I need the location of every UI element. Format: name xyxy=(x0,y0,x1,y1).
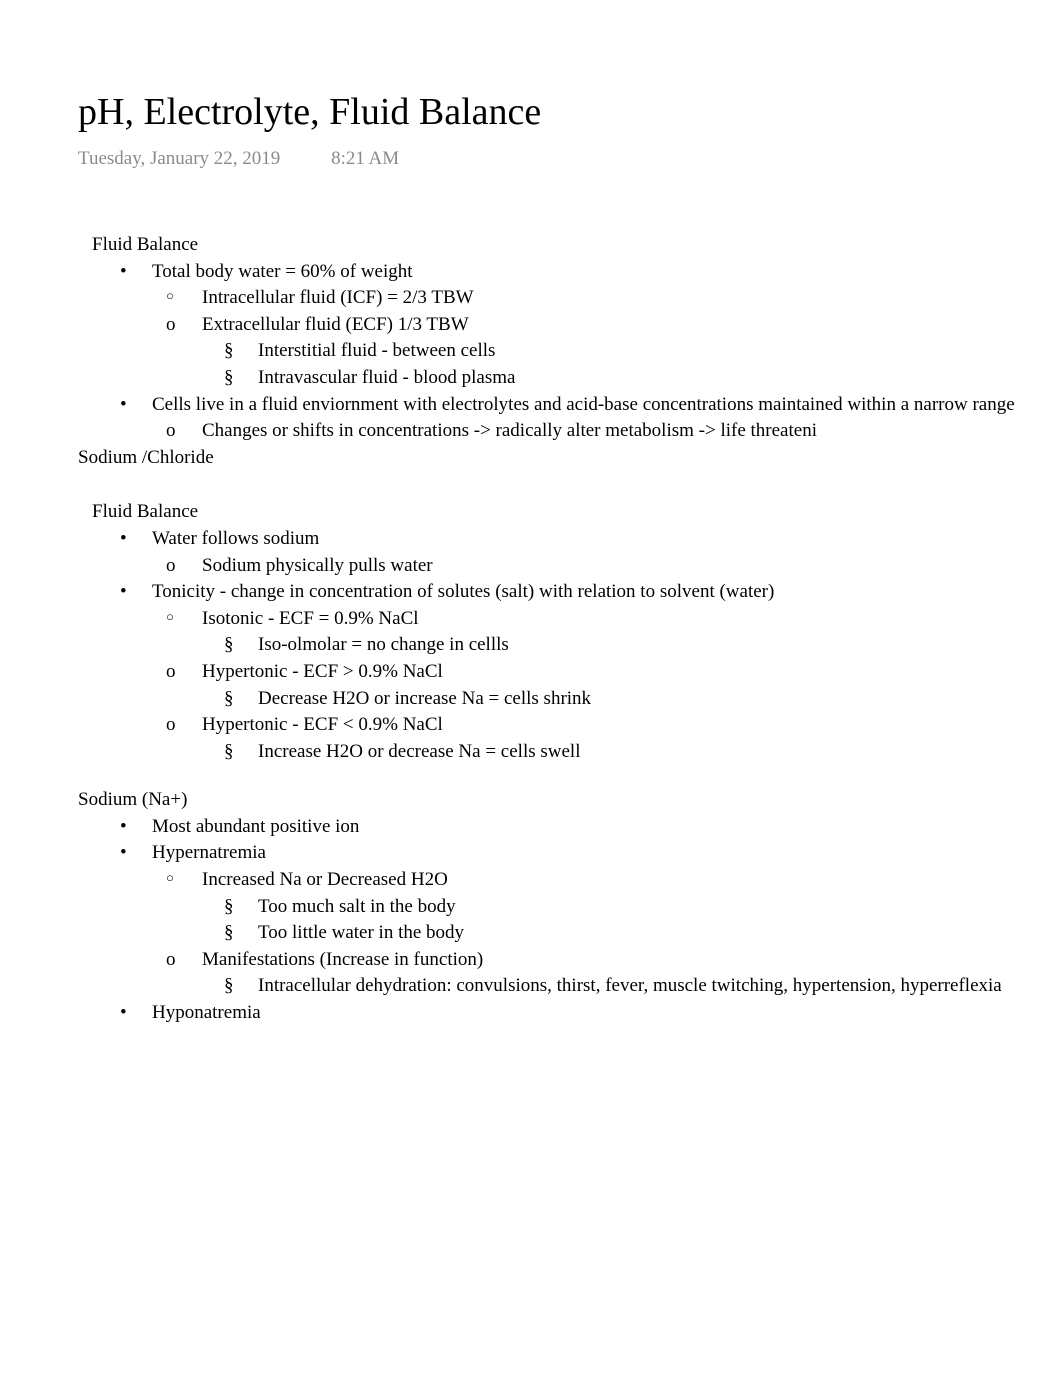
list-text: Iso-olmolar = no change in cellls xyxy=(258,634,509,655)
list-text: Isotonic - ECF = 0.9% NaCl xyxy=(202,608,419,629)
list-item: Extracellular fluid (ECF) 1/3 TBW Inters… xyxy=(160,312,1062,392)
list-text: Increased Na or Decreased H2O xyxy=(202,869,448,890)
list-item: Total body water = 60% of weight Intrace… xyxy=(110,259,1062,392)
list-text: Too much salt in the body xyxy=(258,896,456,917)
list-text: Interstitial fluid - between cells xyxy=(258,340,495,361)
section-heading: Sodium /Chloride xyxy=(78,445,1062,472)
list-item: Too much salt in the body xyxy=(216,894,1062,921)
section-heading: Fluid Balance xyxy=(92,499,1062,526)
meta-time: 8:21 AM xyxy=(331,148,399,169)
list-text: Increase H2O or decrease Na = cells swel… xyxy=(258,741,580,762)
list-text: Hypernatremia xyxy=(152,842,266,863)
list-item: Intracellular dehydration: convulsions, … xyxy=(216,973,1062,1000)
list-item: Hyponatremia xyxy=(110,1000,1062,1027)
list-item: Manifestations (Increase in function) In… xyxy=(160,947,1062,1000)
list-item: Intracellular fluid (ICF) = 2/3 TBW xyxy=(160,285,1062,312)
section-heading: Fluid Balance xyxy=(92,232,1062,259)
list-text: Intravascular fluid - blood plasma xyxy=(258,367,515,388)
list-text: Hyponatremia xyxy=(152,1002,261,1023)
list-item: Increase H2O or decrease Na = cells swel… xyxy=(216,739,1062,766)
list-item: Decrease H2O or increase Na = cells shri… xyxy=(216,686,1062,713)
list-text: Total body water = 60% of weight xyxy=(152,261,413,282)
list-text: Manifestations (Increase in function) xyxy=(202,949,483,970)
list-text: Intracellular dehydration: convulsions, … xyxy=(258,975,1002,996)
list-item: Changes or shifts in concentrations -> r… xyxy=(160,418,1062,445)
document-body: Fluid Balance Total body water = 60% of … xyxy=(78,232,1062,1027)
list-item: Water follows sodium Sodium physically p… xyxy=(110,526,1062,579)
list-item: Increased Na or Decreased H2O Too much s… xyxy=(160,867,1062,947)
list-text: Sodium physically pulls water xyxy=(202,555,433,576)
list-item: Hypernatremia Increased Na or Decreased … xyxy=(110,840,1062,1000)
list-text: Decrease H2O or increase Na = cells shri… xyxy=(258,688,591,709)
list-item: Hypertonic - ECF > 0.9% NaCl Decrease H2… xyxy=(160,659,1062,712)
list-text: Extracellular fluid (ECF) 1/3 TBW xyxy=(202,314,469,335)
list-item: Intravascular fluid - blood plasma xyxy=(216,365,1062,392)
section-heading: Sodium (Na+) xyxy=(78,787,1062,814)
list-text: Too little water in the body xyxy=(258,922,464,943)
list-text: Tonicity - change in concentration of so… xyxy=(152,581,774,602)
list-item: Iso-olmolar = no change in cellls xyxy=(216,632,1062,659)
list-text: Most abundant positive ion xyxy=(152,816,359,837)
list-text: Changes or shifts in concentrations -> r… xyxy=(202,420,817,441)
list-text: Hypertonic - ECF < 0.9% NaCl xyxy=(202,714,443,735)
list-item: Too little water in the body xyxy=(216,920,1062,947)
list-text: Hypertonic - ECF > 0.9% NaCl xyxy=(202,661,443,682)
list-item: Interstitial fluid - between cells xyxy=(216,338,1062,365)
list-item: Cells live in a fluid enviornment with e… xyxy=(110,392,1062,445)
page-meta: Tuesday, January 22, 2019 8:21 AM xyxy=(78,148,1062,170)
list-text: Cells live in a fluid enviornment with e… xyxy=(152,394,1015,415)
list-item: Most abundant positive ion xyxy=(110,814,1062,841)
list-text: Water follows sodium xyxy=(152,528,319,549)
page-title: pH, Electrolyte, Fluid Balance xyxy=(78,90,1062,134)
meta-date: Tuesday, January 22, 2019 xyxy=(78,148,280,169)
list-text: Intracellular fluid (ICF) = 2/3 TBW xyxy=(202,287,474,308)
list-item: Sodium physically pulls water xyxy=(160,553,1062,580)
list-item: Tonicity - change in concentration of so… xyxy=(110,579,1062,765)
list-item: Hypertonic - ECF < 0.9% NaCl Increase H2… xyxy=(160,712,1062,765)
list-item: Isotonic - ECF = 0.9% NaCl Iso-olmolar =… xyxy=(160,606,1062,659)
